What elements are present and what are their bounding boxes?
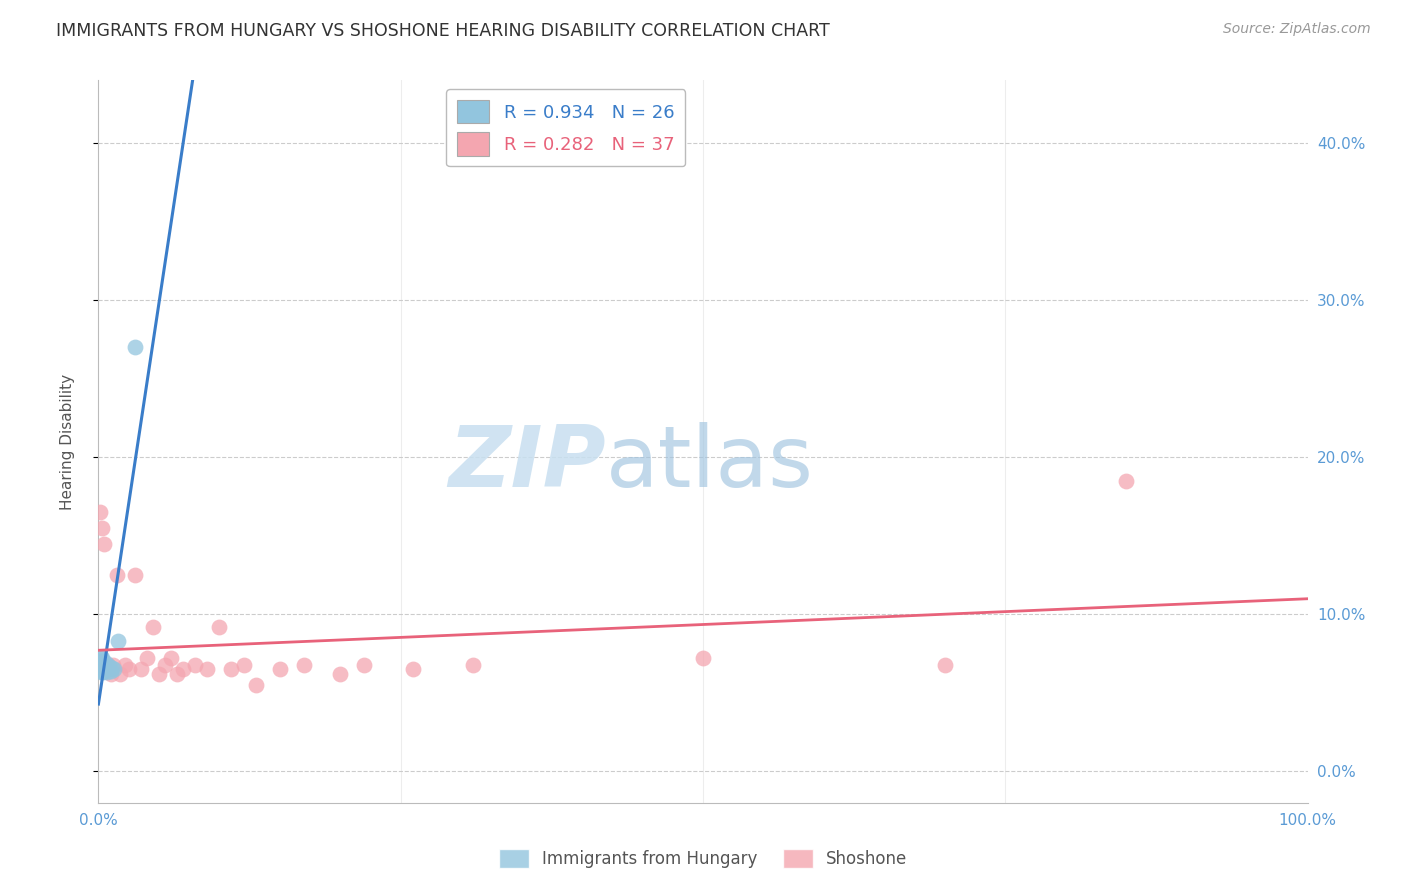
Point (89, 657, 111, 672)
Point (353, 657, 375, 672)
Point (269, 662, 291, 676)
Point (91, 657, 114, 672)
Point (107, 634, 129, 648)
Point (118, 662, 141, 676)
Point (172, 662, 194, 676)
Point (124, 568, 146, 582)
Point (100, 661, 122, 675)
Point (129, 662, 152, 676)
Point (153, 657, 176, 672)
Point (148, 667, 170, 681)
Point (402, 662, 425, 676)
Point (166, 667, 188, 681)
Point (91, 651, 114, 665)
Point (103, 662, 125, 676)
Text: IMMIGRANTS FROM HUNGARY VS SHOSHONE HEARING DISABILITY CORRELATION CHART: IMMIGRANTS FROM HUNGARY VS SHOSHONE HEAR… (56, 22, 830, 40)
Point (160, 651, 183, 665)
Legend: R = 0.934   N = 26, R = 0.282   N = 37: R = 0.934 N = 26, R = 0.282 N = 37 (446, 89, 685, 167)
Point (89, 505, 111, 519)
Point (100, 664, 122, 678)
Point (692, 651, 714, 665)
Text: Source: ZipAtlas.com: Source: ZipAtlas.com (1223, 22, 1371, 37)
Point (1115, 474, 1137, 488)
Point (91, 661, 114, 675)
Point (232, 657, 254, 672)
Text: atlas: atlas (606, 422, 814, 505)
Point (97, 662, 120, 676)
Point (208, 620, 231, 634)
Point (100, 667, 122, 681)
Point (91, 665, 114, 680)
Point (245, 678, 267, 692)
Point (90, 659, 112, 673)
Point (94, 656, 117, 670)
Point (90, 655, 112, 669)
Point (195, 662, 218, 676)
Point (89, 662, 111, 676)
Point (94, 662, 117, 676)
Point (463, 657, 485, 672)
Point (105, 568, 128, 582)
Point (91, 655, 114, 669)
Point (93, 657, 115, 672)
Point (329, 667, 352, 681)
Point (135, 651, 157, 665)
Point (90, 655, 112, 669)
Text: ZIP: ZIP (449, 422, 606, 505)
Y-axis label: Hearing Disability: Hearing Disability (60, 374, 75, 509)
Point (93, 536, 115, 550)
Point (94, 662, 117, 676)
Point (108, 667, 131, 681)
Point (93, 664, 115, 678)
Point (292, 657, 315, 672)
Point (142, 620, 165, 634)
Point (98, 659, 121, 673)
Point (114, 657, 136, 672)
Point (124, 340, 146, 354)
Point (184, 657, 207, 672)
Point (96, 659, 118, 673)
Point (101, 657, 124, 672)
Point (90, 665, 112, 680)
Point (91, 657, 114, 672)
Point (221, 662, 243, 676)
Point (91, 521, 114, 535)
Point (96, 665, 118, 680)
Point (97, 657, 120, 672)
Legend: Immigrants from Hungary, Shoshone: Immigrants from Hungary, Shoshone (492, 842, 914, 875)
Point (90, 649, 112, 664)
Point (91, 662, 114, 676)
Point (934, 657, 956, 672)
Point (89, 655, 111, 669)
